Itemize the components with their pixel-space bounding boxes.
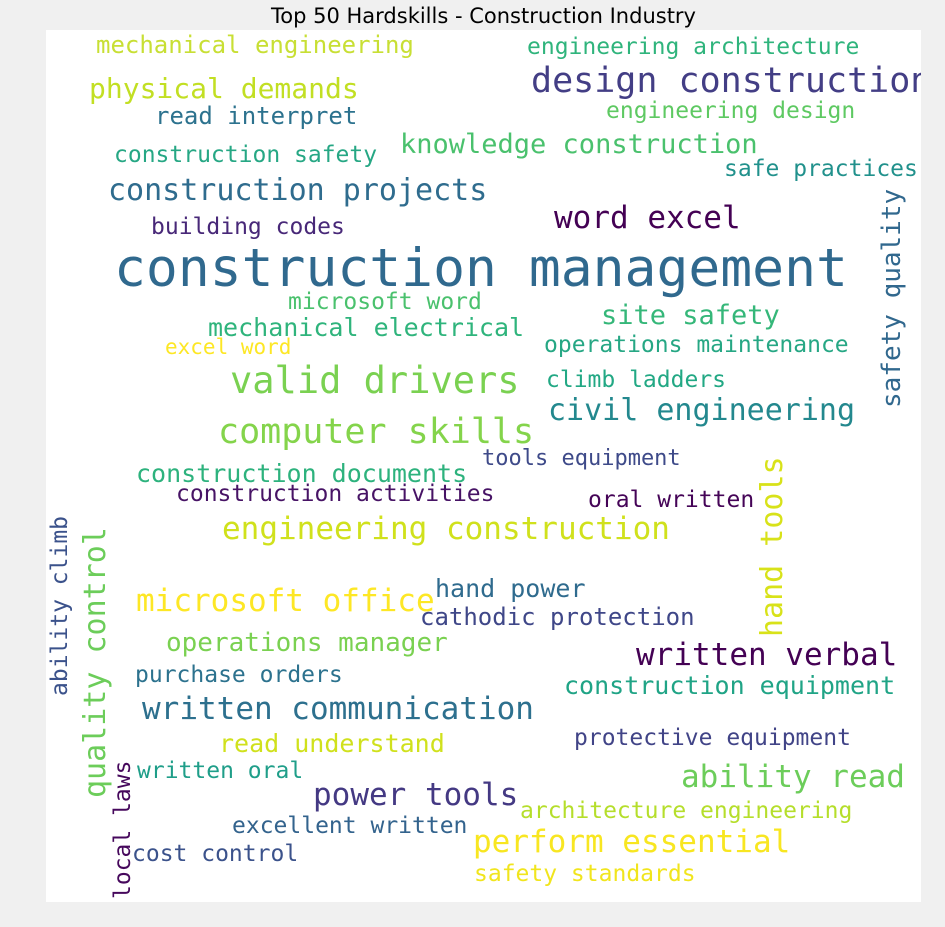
cloud-word: cathodic protection — [420, 603, 695, 631]
cloud-word: safety standards — [474, 861, 696, 887]
cloud-word: site safety — [601, 300, 780, 331]
cloud-word: excellent written — [232, 813, 468, 839]
cloud-word: perform essential — [473, 824, 791, 860]
cloud-word: hand power — [435, 574, 586, 603]
cloud-word: mechanical engineering — [96, 31, 414, 59]
cloud-word: written communication — [142, 691, 534, 727]
cloud-word: safety quality — [877, 188, 907, 408]
cloud-word: read interpret — [155, 102, 358, 130]
cloud-word: oral written — [588, 487, 755, 513]
cloud-word: operations manager — [166, 628, 448, 658]
cloud-word: word excel — [554, 200, 741, 236]
cloud-word: construction equipment — [564, 671, 896, 700]
cloud-word: construction management — [114, 238, 848, 299]
cloud-word: civil engineering — [548, 393, 856, 428]
cloud-word: tools equipment — [482, 446, 681, 471]
cloud-word: construction activities — [176, 481, 495, 507]
cloud-word: microsoft word — [288, 289, 482, 315]
cloud-word: construction projects — [108, 173, 488, 208]
cloud-word: knowledge construction — [400, 129, 758, 160]
cloud-word: operations maintenance — [544, 332, 849, 358]
cloud-word: architecture engineering — [520, 798, 853, 824]
cloud-word: quality control — [78, 527, 113, 798]
cloud-word: climb ladders — [546, 367, 727, 393]
cloud-word: physical demands — [89, 72, 359, 105]
cloud-word: protective equipment — [574, 725, 851, 751]
cloud-word: hand tools — [755, 456, 790, 637]
cloud-word: purchase orders — [135, 662, 343, 688]
chart-title: Top 50 Hardskills - Construction Industr… — [270, 4, 696, 28]
cloud-word: cost control — [132, 841, 299, 867]
cloud-word: excel word — [165, 335, 292, 359]
word-cloud: mechanical engineering engineering archit… — [46, 30, 921, 902]
cloud-word: engineering architecture — [527, 34, 860, 60]
cloud-word: design construction — [531, 61, 921, 101]
cloud-word: construction documents — [136, 459, 468, 488]
cloud-word: written verbal — [636, 637, 898, 673]
cloud-word: microsoft office — [136, 583, 435, 619]
cloud-word: construction safety — [114, 142, 378, 168]
cloud-word: building codes — [151, 214, 345, 240]
cloud-word: power tools — [313, 777, 519, 813]
cloud-word: read understand — [219, 729, 445, 758]
cloud-word: ability read — [681, 759, 905, 795]
cloud-word: ability climb — [47, 515, 73, 696]
cloud-word: safe practices — [724, 156, 918, 182]
cloud-word: engineering design — [606, 98, 856, 124]
cloud-word: valid drivers — [230, 359, 520, 402]
cloud-word: written oral — [137, 758, 304, 784]
cloud-word: local laws — [110, 760, 136, 899]
cloud-word: computer skills — [218, 412, 535, 452]
cloud-word: mechanical electrical — [208, 313, 525, 342]
cloud-word: engineering construction — [222, 511, 670, 547]
